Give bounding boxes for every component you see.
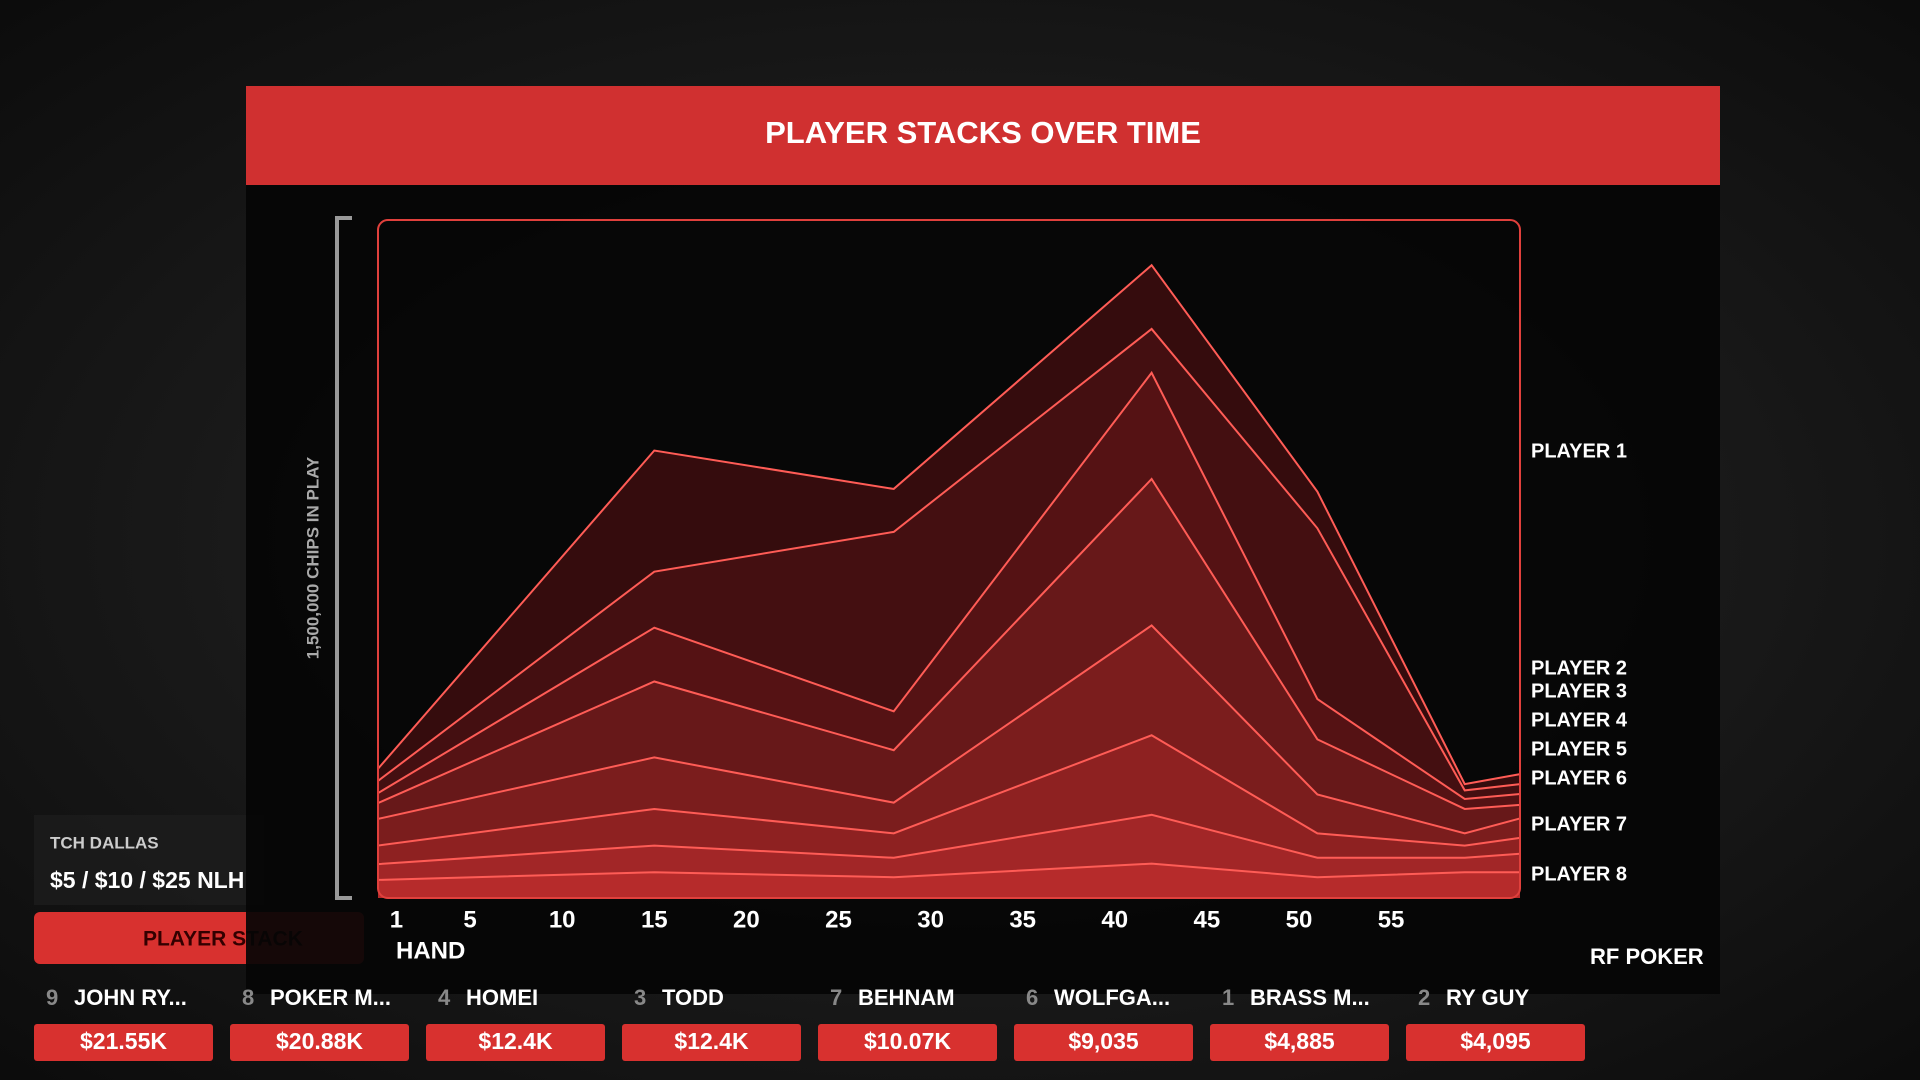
series-line [377, 263, 1521, 786]
x-axis-label: HAND [396, 937, 465, 964]
player-name: BEHNAM [858, 985, 955, 1010]
logo: RF POKER [1590, 944, 1704, 969]
seat-number: 8 [242, 985, 254, 1010]
stack-box [34, 1024, 213, 1061]
legend-label: PLAYER 2 [1531, 657, 1627, 679]
seat-number: 4 [438, 985, 451, 1010]
player-stack: $12.4K [478, 1028, 553, 1054]
x-tick-label: 20 [733, 906, 760, 933]
legend-label: PLAYER 6 [1531, 767, 1627, 789]
area-band [378, 265, 1520, 791]
player-stack: $20.88K [276, 1028, 363, 1054]
legend-label: PLAYER 5 [1531, 738, 1627, 760]
stakes: $5 / $10 / $25 NLH [50, 867, 244, 893]
seat-number: 6 [1026, 985, 1038, 1010]
player-name: WOLFGA... [1054, 985, 1170, 1010]
x-tick-label: 25 [825, 906, 852, 933]
player-name: BRASS M... [1250, 985, 1370, 1010]
player-stack: $10.07K [864, 1028, 951, 1054]
legend-label: PLAYER 4 [1531, 709, 1628, 731]
player-name: RY GUY [1446, 985, 1529, 1010]
chart-header [246, 86, 1720, 185]
seat-number: 7 [830, 985, 842, 1010]
area-band [378, 372, 1520, 809]
stack-box [1014, 1024, 1193, 1061]
event-name: TCH DALLAS [50, 833, 159, 852]
x-tick-label: 10 [549, 906, 576, 933]
plot [377, 263, 1521, 898]
seat-number: 1 [1222, 985, 1234, 1010]
stack-box [1406, 1024, 1585, 1061]
legend-label: PLAYER 3 [1531, 680, 1627, 702]
x-tick-label: 5 [463, 906, 476, 933]
legend-label: PLAYER 7 [1531, 813, 1627, 835]
area-band [378, 814, 1520, 880]
area-band [378, 328, 1520, 800]
x-tick-label: 15 [641, 906, 668, 933]
stack-box [230, 1024, 409, 1061]
stack-box [818, 1024, 997, 1061]
area-band [378, 478, 1520, 834]
x-tick-label: 55 [1378, 906, 1405, 933]
player-name: POKER M... [270, 985, 391, 1010]
legend-label: PLAYER 1 [1531, 440, 1627, 462]
info-card [34, 815, 264, 905]
seat-number: 9 [46, 985, 58, 1010]
player-stack: $4,885 [1264, 1028, 1335, 1054]
series-line [377, 327, 1521, 792]
seat-number: 2 [1418, 985, 1430, 1010]
player-name: HOMEI [466, 985, 538, 1010]
plot-frame [377, 219, 1521, 899]
legend-label: PLAYER 8 [1531, 863, 1627, 885]
player-name: TODD [662, 985, 724, 1010]
series-line [377, 624, 1521, 835]
player-stack: $21.55K [80, 1028, 167, 1054]
y-bracket [335, 216, 352, 900]
x-tick-label: 1 [390, 906, 403, 933]
x-tick-label: 40 [1101, 906, 1128, 933]
x-tick-label: 45 [1194, 906, 1221, 933]
stack-box [622, 1024, 801, 1061]
player-bar: 9 JOHN RY... $21.55K 8 POKER M... $20.88K 4 HOM… [34, 985, 1585, 1061]
x-tick-label: 30 [917, 906, 944, 933]
series-line [377, 370, 1521, 801]
stack-box [1210, 1024, 1389, 1061]
series-line [377, 862, 1520, 881]
series-line [377, 813, 1521, 866]
player-name: JOHN RY... [74, 985, 187, 1010]
player-stack: $9,035 [1068, 1028, 1139, 1054]
x-tick-label: 50 [1286, 906, 1313, 933]
area-band [378, 735, 1520, 865]
player-stack: $4,095 [1460, 1028, 1531, 1054]
seat-number: 3 [634, 985, 646, 1010]
x-tick-label: 35 [1009, 906, 1036, 933]
stack-box [426, 1024, 605, 1061]
chart-title: PLAYER STACKS OVER TIME [765, 115, 1201, 150]
series-line [377, 734, 1521, 847]
area-band [378, 625, 1520, 846]
area-band [378, 863, 1520, 898]
player-stack: $12.4K [674, 1028, 749, 1054]
y-axis-label: 1,500,000 CHIPS IN PLAY [303, 456, 322, 659]
series-line [377, 477, 1521, 810]
